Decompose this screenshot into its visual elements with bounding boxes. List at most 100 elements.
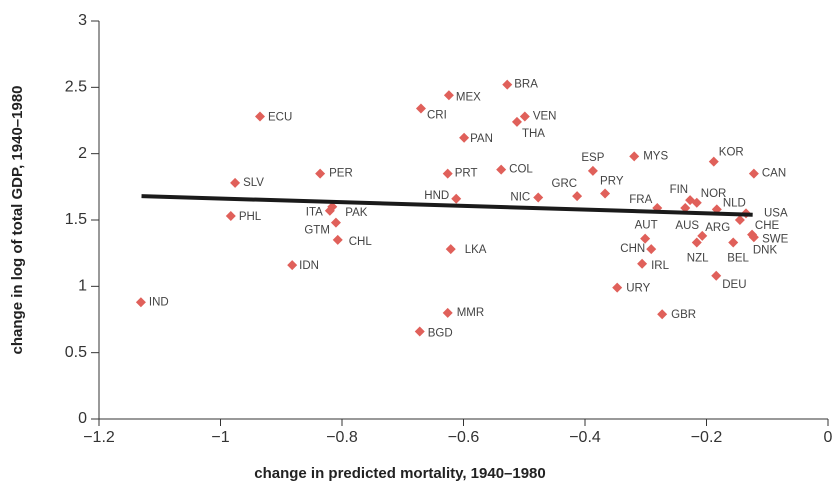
point xyxy=(629,151,640,162)
point xyxy=(533,192,544,203)
point xyxy=(748,168,759,179)
point-label: HND xyxy=(424,190,449,202)
point xyxy=(414,326,425,337)
point-label: IND xyxy=(149,296,169,308)
point-label: MMR xyxy=(457,307,484,319)
point-label: DNK xyxy=(753,244,778,256)
point xyxy=(708,156,719,167)
point-label: CHE xyxy=(755,220,780,232)
y-tick-label: 1 xyxy=(78,278,87,295)
x-tick-label: −1.2 xyxy=(83,429,115,446)
x-tick-label: −1 xyxy=(211,429,229,446)
x-tick-label: −0.8 xyxy=(326,429,358,446)
point xyxy=(327,201,338,212)
point xyxy=(728,237,739,248)
point xyxy=(315,168,326,179)
point xyxy=(451,193,462,204)
point-label: PER xyxy=(329,168,353,180)
point xyxy=(287,260,298,271)
y-tick-label: 1.5 xyxy=(65,211,87,228)
point-label: MYS xyxy=(643,150,668,162)
point xyxy=(135,297,146,308)
point-label: BRA xyxy=(514,79,538,91)
point-label: IRL xyxy=(651,260,670,272)
y-tick-label: 3 xyxy=(78,12,87,29)
point-label: KOR xyxy=(719,147,744,159)
x-tick-label: −0.4 xyxy=(569,429,601,446)
point-label: FRA xyxy=(629,194,652,206)
point-label: MEX xyxy=(456,91,481,103)
point-label: FIN xyxy=(670,184,689,196)
point-label: PHL xyxy=(239,211,262,223)
point-label: GBR xyxy=(671,309,696,321)
point xyxy=(637,258,648,269)
point-label: ARG xyxy=(705,222,730,234)
point xyxy=(711,270,722,281)
point xyxy=(332,234,343,245)
point xyxy=(442,168,453,179)
point-label: COL xyxy=(509,164,533,176)
point-label: USA xyxy=(764,207,788,219)
point-label: NOR xyxy=(701,188,727,200)
point-label: SWE xyxy=(762,234,789,246)
point-label: CRI xyxy=(427,110,447,122)
point xyxy=(691,197,702,208)
point xyxy=(496,164,507,175)
point xyxy=(459,132,470,143)
point-label: VEN xyxy=(533,111,557,123)
y-tick-label: 0 xyxy=(78,410,87,427)
point-label: CHN xyxy=(620,243,645,255)
point-label: ESP xyxy=(581,152,604,164)
point xyxy=(640,233,651,244)
point xyxy=(230,177,241,188)
point-label: GRC xyxy=(552,178,578,190)
point-label: CHL xyxy=(349,236,373,248)
point xyxy=(587,165,598,176)
point xyxy=(748,232,759,243)
point xyxy=(330,217,341,228)
x-axis-title: change in predicted mortality, 1940–1980 xyxy=(254,465,546,482)
point xyxy=(511,116,522,127)
point xyxy=(254,111,265,122)
point xyxy=(445,244,456,255)
point-label: NZL xyxy=(687,253,709,265)
point-label: NLD xyxy=(723,197,746,209)
point-label: AUS xyxy=(675,220,699,232)
point-label: ECU xyxy=(268,112,292,124)
point xyxy=(680,203,691,214)
point-label: AUT xyxy=(635,220,658,232)
y-tick-label: 2.5 xyxy=(65,79,87,96)
point-label: DEU xyxy=(722,279,746,291)
point xyxy=(657,309,668,320)
point xyxy=(697,230,708,241)
x-tick-label: −0.2 xyxy=(691,429,723,446)
point-label: PRY xyxy=(600,175,624,187)
point xyxy=(691,237,702,248)
point xyxy=(225,211,236,222)
y-tick-label: 2 xyxy=(78,145,87,162)
point-label: PAN xyxy=(470,133,493,145)
point-label: PAK xyxy=(345,207,367,219)
point-label: NIC xyxy=(510,191,530,203)
x-tick-label: 0 xyxy=(824,429,833,446)
point-label: BEL xyxy=(727,253,749,265)
fit-line xyxy=(141,194,753,217)
point-label: URY xyxy=(626,283,650,295)
y-axis-title: change in log of total GDP, 1940–1980 xyxy=(9,86,26,355)
point xyxy=(734,215,745,225)
y-tick-label: 0.5 xyxy=(65,344,87,361)
point-label: IDN xyxy=(299,260,319,272)
point xyxy=(415,103,426,114)
point-label: GTM xyxy=(304,225,330,237)
point-label: SLV xyxy=(243,177,264,189)
x-tick-label: −0.6 xyxy=(448,429,480,446)
point xyxy=(612,282,623,293)
point-label: ITA xyxy=(306,207,323,219)
point-label: CAN xyxy=(762,168,786,180)
point xyxy=(572,191,583,202)
point-label: THA xyxy=(522,128,545,140)
point xyxy=(519,111,530,122)
point xyxy=(442,307,453,318)
point-label: BGD xyxy=(428,327,453,339)
